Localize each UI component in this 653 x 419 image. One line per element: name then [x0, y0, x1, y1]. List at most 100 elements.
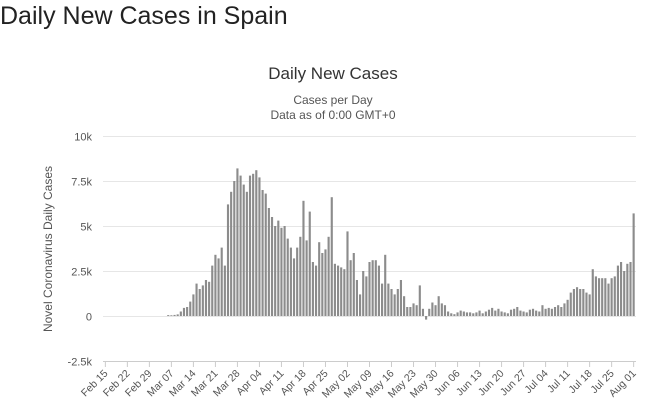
bar — [346, 231, 349, 316]
bar — [381, 283, 384, 316]
bar — [289, 247, 292, 316]
bar — [233, 181, 236, 316]
bar — [582, 289, 585, 316]
bar — [497, 308, 500, 316]
bar — [277, 220, 280, 316]
bar — [255, 170, 258, 316]
x-tick-label: Jul 11 — [545, 368, 573, 396]
bar — [223, 265, 226, 316]
bar — [302, 200, 305, 316]
bar — [359, 294, 362, 316]
y-tick-label: 5k — [80, 222, 92, 234]
y-axis-ticks: -2.5k 0 2.5k 5k 7.5k 10k — [68, 132, 93, 369]
bar — [330, 197, 333, 316]
bar — [314, 265, 318, 316]
bar — [509, 309, 513, 316]
bar — [575, 287, 579, 316]
bar — [308, 211, 311, 316]
bar — [305, 240, 308, 316]
bar — [522, 311, 525, 316]
bar — [296, 247, 299, 316]
bar — [201, 285, 204, 316]
bar — [368, 262, 371, 316]
bar — [170, 315, 173, 316]
page-heading: Daily New Cases in Spain — [0, 2, 288, 30]
bar — [623, 271, 626, 316]
bar — [264, 193, 267, 316]
bar — [333, 263, 336, 316]
bar — [393, 294, 396, 316]
bar — [321, 253, 324, 316]
bar — [292, 258, 296, 316]
bar — [544, 308, 547, 316]
bar — [208, 281, 211, 316]
bar — [428, 308, 431, 316]
chart-data-date: Data as of 0:00 GMT+0 — [270, 108, 396, 122]
bar — [591, 269, 594, 316]
y-tick-label: 0 — [86, 312, 92, 324]
bar — [538, 311, 541, 316]
bar — [462, 311, 465, 316]
bar — [513, 308, 516, 316]
x-tick-label: Jul 04 — [522, 368, 550, 396]
bar — [239, 175, 242, 316]
bar — [487, 309, 491, 316]
bar — [629, 262, 632, 316]
bar — [412, 303, 415, 316]
bar — [236, 168, 239, 316]
bar — [179, 311, 182, 316]
bar — [286, 238, 289, 316]
bar — [465, 312, 469, 316]
bar — [248, 175, 252, 316]
bars — [167, 168, 635, 320]
bar — [195, 283, 198, 316]
bar — [336, 265, 340, 316]
bar — [619, 262, 623, 316]
bar — [566, 299, 569, 316]
bar — [557, 305, 560, 316]
bar — [371, 260, 374, 316]
bar — [173, 314, 176, 316]
bar — [456, 312, 459, 316]
bar — [437, 296, 440, 316]
bar — [450, 313, 453, 316]
bar — [478, 310, 481, 316]
bar — [553, 307, 557, 316]
bar — [377, 265, 380, 316]
bar — [230, 191, 233, 316]
bar — [384, 254, 387, 316]
bar — [550, 308, 553, 316]
bar — [425, 316, 428, 320]
y-tick-label: 2.5k — [71, 267, 92, 279]
bar — [616, 265, 619, 316]
bar — [579, 289, 582, 316]
bar — [340, 267, 343, 316]
bar — [585, 292, 588, 316]
bar — [431, 302, 434, 316]
y-tick-label: 7.5k — [71, 177, 92, 189]
bar — [409, 307, 412, 316]
bar — [607, 283, 610, 316]
bar — [283, 226, 286, 316]
bar — [541, 305, 544, 316]
bar — [324, 249, 327, 316]
bar — [610, 278, 613, 316]
bar — [500, 311, 503, 316]
bar — [481, 313, 484, 316]
y-tick-label: -2.5k — [68, 357, 93, 369]
bar — [258, 177, 261, 316]
bar — [588, 294, 591, 316]
bar — [632, 213, 635, 316]
bar — [399, 280, 403, 316]
bar — [472, 313, 475, 316]
bar — [531, 308, 535, 316]
bar — [252, 173, 255, 316]
bar — [270, 217, 274, 316]
bar — [503, 312, 506, 316]
bar — [192, 294, 195, 316]
bar — [601, 278, 604, 316]
bar — [267, 208, 270, 316]
bar — [387, 283, 390, 316]
bar — [403, 296, 406, 316]
